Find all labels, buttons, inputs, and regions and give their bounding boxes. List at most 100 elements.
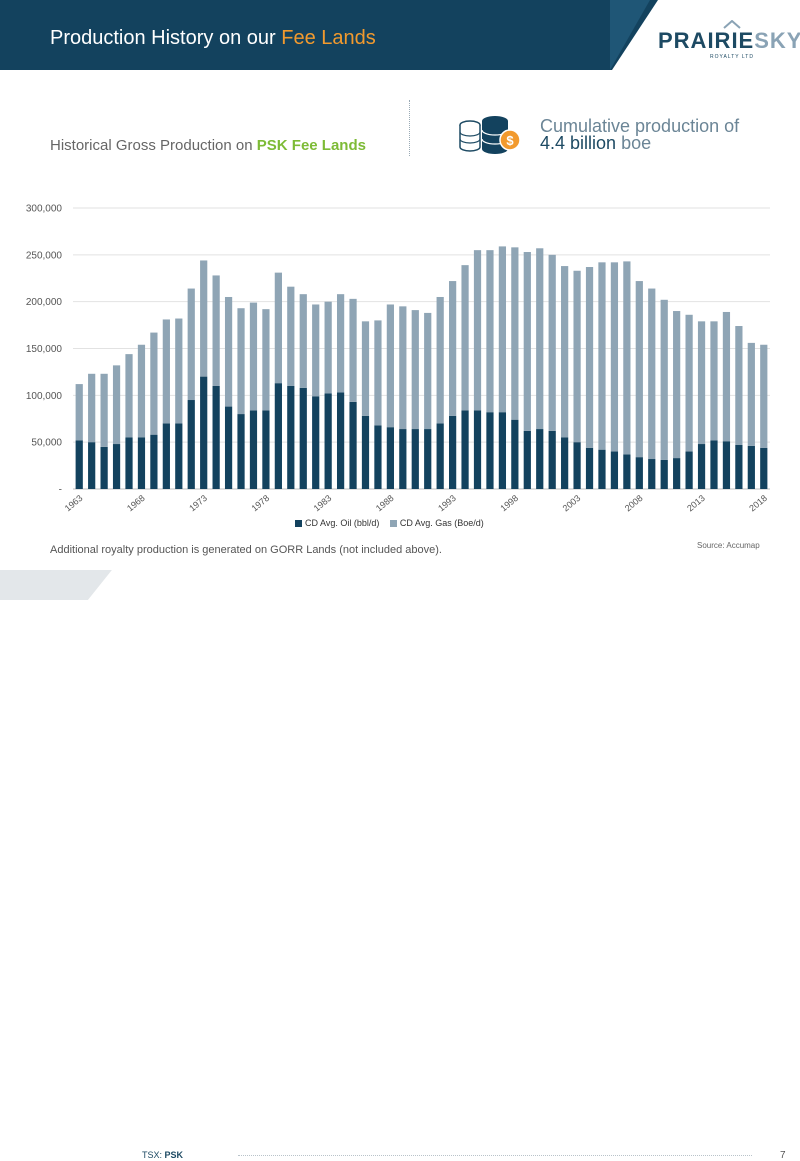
bar-oil xyxy=(75,440,83,489)
x-tick-label: 2003 xyxy=(561,493,583,514)
bar-oil xyxy=(436,423,444,489)
cumulative-label: Cumulative production of xyxy=(540,116,740,136)
bar-oil xyxy=(262,410,270,489)
x-tick-label: 2013 xyxy=(685,493,707,514)
company-logo: PRAIRIESKY ROYALTY LTD xyxy=(658,20,800,60)
database-dollar-icon: $ xyxy=(459,116,521,154)
bar-gas xyxy=(224,296,233,407)
x-tick-label: 1993 xyxy=(436,493,458,514)
bar-gas xyxy=(486,250,494,413)
bar-gas xyxy=(274,272,282,384)
bar-oil xyxy=(150,434,158,489)
y-axis-ticks: - 50,000 100,000 150,000 200,000 250,000 300,0… xyxy=(26,204,63,496)
bar-gas xyxy=(162,319,170,424)
x-tick-label: 1978 xyxy=(249,493,271,514)
ticker-label: TSX: PSK xyxy=(142,1150,184,1160)
bar-gas xyxy=(685,314,693,452)
bar-gas xyxy=(585,267,594,448)
bar-gas xyxy=(137,344,146,438)
bar-oil xyxy=(312,396,320,489)
bar-oil xyxy=(760,447,768,489)
bar-oil xyxy=(349,401,357,489)
bar-oil xyxy=(461,410,469,489)
bar-oil xyxy=(162,423,170,489)
bar-gas xyxy=(150,332,158,435)
bar-oil xyxy=(137,437,146,489)
bar-gas xyxy=(200,260,208,377)
x-tick-label: 1963 xyxy=(63,493,85,514)
bar-oil xyxy=(125,437,133,489)
production-bar-chart: - 50,000 100,000 150,000 200,000 250,000 300,0… xyxy=(26,204,770,514)
bar-gas xyxy=(548,254,556,431)
bar-gas xyxy=(697,321,706,445)
bar-gas xyxy=(411,310,419,430)
y-tick-label: 200,000 xyxy=(26,297,63,308)
bar-gas xyxy=(125,354,133,438)
bar-oil xyxy=(536,429,544,489)
bar-oil xyxy=(697,444,706,489)
bar-oil xyxy=(424,429,432,489)
bar-oil xyxy=(498,412,507,489)
bar-gas xyxy=(336,294,345,393)
legend-item-oil: CD Avg. Oil (bbl/d) xyxy=(295,518,379,528)
bar-gas xyxy=(187,288,195,401)
vertical-divider xyxy=(409,100,410,156)
bar-gas xyxy=(710,321,718,441)
bar-oil xyxy=(274,383,282,489)
legend-swatch-gas xyxy=(389,520,397,528)
bar-gas xyxy=(573,270,581,443)
bar-oil xyxy=(374,425,382,489)
bar-gas xyxy=(249,302,258,411)
footer: TSX: PSK 7 xyxy=(0,570,800,1161)
bar-oil xyxy=(386,427,394,489)
y-tick-label: 150,000 xyxy=(26,344,63,355)
title-highlight: Fee Lands xyxy=(281,27,376,49)
bar-oil xyxy=(399,429,407,489)
bar-oil xyxy=(224,406,233,489)
bar-gas xyxy=(361,321,370,416)
bar-oil xyxy=(473,410,482,489)
bar-gas xyxy=(561,266,569,438)
bar-oil xyxy=(585,447,594,489)
bar-oil xyxy=(100,446,108,489)
legend-swatch-oil xyxy=(295,520,302,528)
bar-oil xyxy=(573,442,581,489)
bar-gas xyxy=(312,304,320,397)
bar-oil xyxy=(299,387,307,489)
bar-oil xyxy=(685,451,693,489)
bar-oil xyxy=(710,440,718,489)
x-tick-label: 2018 xyxy=(747,493,769,514)
chart-bars xyxy=(75,246,768,489)
bar-oil xyxy=(486,412,494,489)
bar-gas xyxy=(75,384,83,441)
bar-gas xyxy=(735,326,743,445)
bar-oil xyxy=(722,441,731,489)
footer-dotted-line xyxy=(238,1155,752,1156)
chart-subtitle: Historical Gross Production on PSK Fee L… xyxy=(50,137,366,154)
x-tick-label: 1973 xyxy=(187,493,209,514)
y-tick-label: 250,000 xyxy=(26,250,63,261)
bar-oil xyxy=(623,454,631,489)
bar-oil xyxy=(212,385,220,489)
bar-gas xyxy=(511,247,519,420)
bar-oil xyxy=(610,451,619,489)
bar-gas xyxy=(112,365,121,445)
bar-oil xyxy=(200,376,208,489)
bar-gas xyxy=(299,294,307,388)
bar-gas xyxy=(598,262,606,450)
x-tick-label: 1983 xyxy=(312,493,334,514)
bar-oil xyxy=(735,444,743,489)
logo-roof-icon xyxy=(723,20,741,29)
bar-gas xyxy=(374,320,382,426)
bar-gas xyxy=(436,296,444,424)
header-banner xyxy=(0,0,658,70)
bar-gas xyxy=(523,252,531,431)
page-title: Production History on our Fee Lands xyxy=(50,27,376,49)
bar-gas xyxy=(399,306,407,430)
bar-gas xyxy=(660,299,668,460)
cumulative-value: 4.4 billion boe xyxy=(540,133,652,153)
bar-oil xyxy=(511,419,519,489)
bar-gas xyxy=(536,248,544,430)
bar-gas xyxy=(635,281,643,458)
bar-oil xyxy=(673,458,681,489)
